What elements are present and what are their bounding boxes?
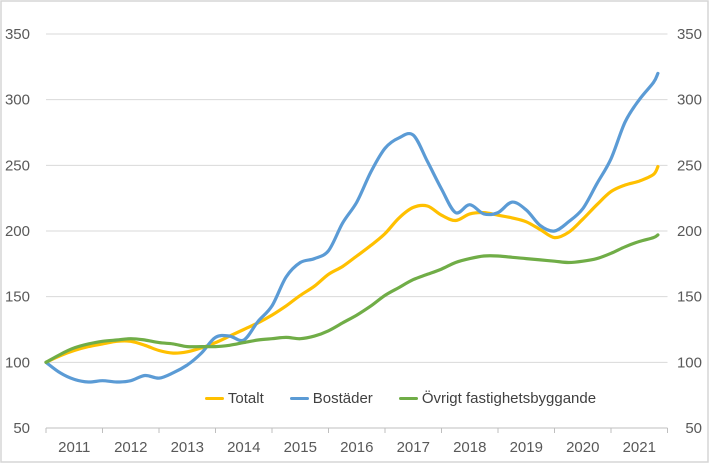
y-axis-label-right: 100 — [677, 354, 702, 371]
x-axis-label: 2018 — [453, 439, 486, 456]
legend-item-ovrigt-fastighetsbyggande: Övrigt fastighetsbyggande — [398, 390, 597, 407]
y-axis-label-right: 200 — [677, 223, 702, 240]
x-axis-label: 2021 — [623, 439, 656, 456]
series-line-bostader — [44, 71, 660, 384]
series-line-totalt — [44, 165, 660, 364]
x-axis-label: 2016 — [340, 439, 373, 456]
legend-label: Övrigt fastighetsbyggande — [421, 390, 597, 407]
x-axis-label: 2012 — [114, 439, 147, 456]
x-axis-label: 2014 — [227, 439, 260, 456]
legend-item-bostader: Bostäder — [289, 390, 373, 407]
y-axis-label-right: 300 — [677, 92, 702, 109]
x-axis-label: 2015 — [284, 439, 317, 456]
x-axis-label: 2017 — [397, 439, 430, 456]
y-axis-label-left: 350 — [5, 26, 30, 43]
legend-swatch-totalt — [204, 396, 224, 401]
series-line-ovrigt-fastighetsbyggande — [44, 233, 660, 364]
y-axis-label-left: 150 — [5, 289, 30, 306]
legend-swatch-ovrigt-fastighetsbyggande — [398, 396, 418, 401]
y-axis-label-left: 50 — [13, 420, 30, 437]
y-axis-label-right: 250 — [677, 157, 702, 174]
x-axis-label: 2019 — [510, 439, 543, 456]
chart-legend: Totalt Bostäder Övrigt fastighetsbyggande — [46, 391, 709, 406]
legend-swatch-bostader — [289, 396, 309, 401]
x-axis-label: 2011 — [58, 439, 90, 456]
y-axis-label-right: 350 — [677, 26, 702, 43]
y-axis-label-left: 100 — [5, 354, 30, 371]
y-axis-label-left: 250 — [5, 157, 30, 174]
x-axis-label: 2020 — [566, 439, 599, 456]
legend-item-totalt: Totalt — [204, 390, 264, 407]
x-axis-label: 2013 — [171, 439, 204, 456]
legend-label: Totalt — [227, 390, 264, 407]
y-axis-label-left: 300 — [5, 92, 30, 109]
y-axis-label-left: 200 — [5, 223, 30, 240]
y-axis-label-right: 150 — [677, 289, 702, 306]
legend-label: Bostäder — [312, 390, 373, 407]
y-axis-label-right: 50 — [685, 420, 702, 437]
